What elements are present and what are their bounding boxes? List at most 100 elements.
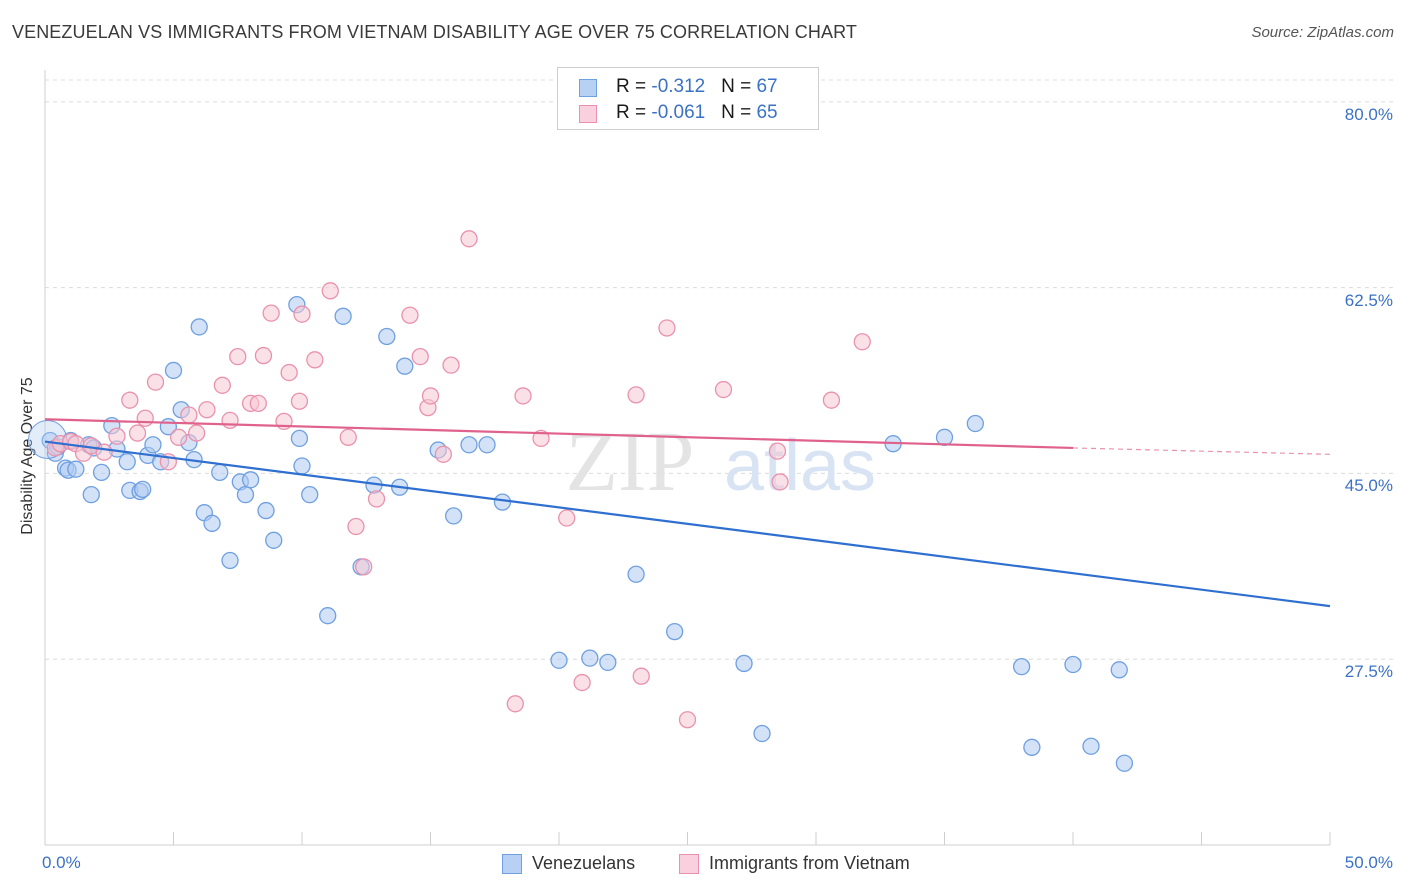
point-vietnam bbox=[714, 380, 733, 399]
point-venezuelans bbox=[92, 463, 111, 482]
point-vietnam bbox=[136, 409, 154, 427]
point-venezuelans bbox=[396, 357, 414, 375]
point-vietnam bbox=[321, 282, 339, 300]
point-venezuelans bbox=[935, 428, 954, 446]
point-venezuelans bbox=[753, 724, 771, 743]
point-vietnam bbox=[506, 695, 524, 713]
legend-r-label: R = bbox=[616, 76, 652, 97]
point-vietnam bbox=[128, 424, 147, 442]
point-venezuelans bbox=[581, 649, 599, 667]
point-vietnam bbox=[442, 356, 460, 374]
point-venezuelans bbox=[378, 327, 396, 346]
point-vietnam bbox=[293, 305, 311, 323]
chart-title: VENEZUELAN VS IMMIGRANTS FROM VIETNAM DI… bbox=[12, 22, 857, 42]
x-tick-min: 0.0% bbox=[42, 853, 81, 872]
point-venezuelans bbox=[319, 607, 337, 625]
point-vietnam bbox=[822, 391, 841, 409]
point-vietnam bbox=[229, 347, 247, 366]
source-label: Source: ZipAtlas.com bbox=[1251, 24, 1394, 41]
point-vietnam bbox=[771, 473, 789, 491]
point-venezuelans bbox=[134, 480, 152, 498]
legend-n-label: N = bbox=[721, 76, 757, 97]
point-vietnam bbox=[347, 517, 365, 536]
point-vietnam bbox=[367, 490, 386, 508]
gridlines bbox=[45, 79, 1395, 660]
point-venezuelans bbox=[493, 493, 512, 511]
point-venezuelans bbox=[627, 565, 645, 583]
legend-swatch-venezuelans bbox=[579, 79, 597, 97]
point-venezuelans bbox=[1082, 737, 1100, 755]
legend-r-label: R = bbox=[616, 102, 652, 123]
point-vietnam bbox=[180, 406, 198, 424]
y-tick-label: 80.0% bbox=[1344, 104, 1393, 124]
point-vietnam bbox=[421, 387, 440, 405]
point-vietnam bbox=[434, 445, 453, 463]
point-vietnam bbox=[213, 376, 231, 394]
legend-label-vietnam: Immigrants from Vietnam bbox=[709, 853, 910, 873]
point-venezuelans bbox=[666, 622, 684, 641]
point-venezuelans bbox=[1012, 657, 1031, 676]
point-vietnam bbox=[262, 304, 280, 322]
point-venezuelans bbox=[334, 307, 352, 325]
point-vietnam bbox=[280, 363, 298, 382]
point-vietnam bbox=[306, 351, 324, 369]
point-vietnam bbox=[768, 442, 787, 460]
point-vietnam bbox=[249, 394, 267, 413]
point-venezuelans bbox=[478, 436, 496, 454]
series-legend: Venezuelans Immigrants from Vietnam bbox=[0, 851, 1406, 877]
point-vietnam bbox=[514, 387, 532, 405]
point-venezuelans bbox=[293, 457, 311, 475]
point-venezuelans bbox=[460, 436, 478, 454]
point-vietnam bbox=[198, 401, 216, 419]
point-vietnam bbox=[169, 428, 188, 446]
point-vietnam bbox=[678, 711, 697, 729]
trend-line-vietnam bbox=[44, 418, 1074, 450]
point-vietnam bbox=[632, 667, 650, 685]
legend-label-venezuelans: Venezuelans bbox=[532, 853, 636, 873]
point-vietnam bbox=[221, 411, 239, 429]
point-vietnam bbox=[339, 428, 357, 446]
series-venezuelans-points bbox=[28, 295, 1134, 772]
correlation-legend: R = -0.312 N = 67 R = -0.061 N = 65 bbox=[557, 67, 819, 130]
point-venezuelans bbox=[257, 501, 275, 520]
point-vietnam bbox=[401, 306, 419, 324]
point-vietnam bbox=[627, 386, 645, 404]
point-venezuelans bbox=[550, 651, 568, 669]
point-venezuelans bbox=[599, 653, 617, 672]
watermark-zip: ZIP bbox=[566, 413, 695, 509]
legend-swatch-venezuelans bbox=[502, 854, 522, 874]
legend-r-value: -0.061 bbox=[651, 102, 706, 123]
point-vietnam bbox=[146, 373, 165, 391]
point-venezuelans bbox=[241, 471, 260, 489]
point-venezuelans bbox=[221, 551, 239, 570]
point-venezuelans bbox=[203, 514, 221, 532]
point-vietnam bbox=[95, 443, 113, 461]
point-venezuelans bbox=[236, 486, 255, 504]
point-venezuelans bbox=[444, 507, 463, 525]
point-vietnam bbox=[411, 347, 429, 366]
point-venezuelans bbox=[1110, 661, 1128, 679]
y-tick-label: 45.0% bbox=[1344, 476, 1393, 496]
axes bbox=[44, 70, 1331, 846]
y-tick-label: 27.5% bbox=[1344, 662, 1393, 682]
legend-n-label: N = bbox=[721, 102, 757, 123]
point-vietnam bbox=[254, 346, 273, 365]
point-venezuelans bbox=[265, 531, 283, 549]
point-vietnam bbox=[460, 230, 478, 248]
series-vietnam-points bbox=[46, 95, 871, 729]
point-vietnam bbox=[108, 427, 126, 445]
point-venezuelans bbox=[1064, 655, 1082, 674]
point-venezuelans bbox=[966, 414, 984, 433]
point-vietnam bbox=[658, 319, 676, 337]
x-tick-max: 50.0% bbox=[1344, 853, 1393, 872]
point-venezuelans bbox=[67, 460, 85, 478]
trend-lines bbox=[44, 418, 1331, 608]
point-venezuelans bbox=[301, 486, 319, 504]
point-venezuelans bbox=[735, 654, 753, 673]
point-vietnam bbox=[121, 391, 139, 409]
point-venezuelans bbox=[164, 361, 183, 380]
y-tick-label: 62.5% bbox=[1344, 290, 1393, 310]
legend-r-value: -0.312 bbox=[651, 76, 706, 97]
legend-swatch-vietnam bbox=[679, 854, 699, 874]
